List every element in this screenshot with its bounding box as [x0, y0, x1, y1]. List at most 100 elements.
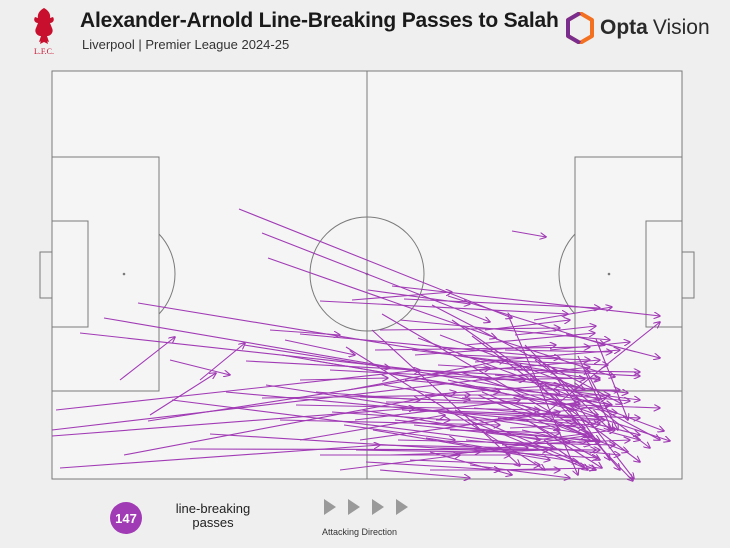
pass-arrow	[461, 398, 580, 400]
pass-arrow	[409, 459, 540, 465]
pass-arrow	[509, 424, 600, 429]
pass-arrow	[309, 359, 500, 392]
pass-arrow	[279, 419, 500, 425]
pass-arrow	[299, 378, 388, 380]
pass-arrow	[379, 469, 470, 478]
pass-arrow	[494, 374, 580, 387]
pass-arrow	[397, 439, 615, 445]
pass-arrow	[564, 419, 640, 440]
pass-arrow	[539, 394, 598, 415]
pass-arrow	[535, 430, 615, 441]
attacking-direction-label: Attacking Direction	[322, 527, 398, 537]
left-goal	[39, 251, 53, 299]
pass-arrow	[269, 329, 340, 335]
pass-arrow	[367, 289, 470, 304]
pass-arrow	[513, 370, 640, 372]
lfc-logo-text: L.F.C.	[34, 47, 54, 56]
pass-arrow	[343, 424, 455, 440]
pass-count-badge: 147	[110, 502, 142, 534]
pass-arrow	[451, 319, 560, 395]
pass-arrow	[51, 367, 590, 431]
liverbird-icon: L.F.C.	[34, 8, 54, 56]
left-penalty-arc	[158, 233, 176, 315]
pass-arrow	[284, 339, 355, 355]
pass-arrow	[543, 439, 588, 470]
pass-arrow	[565, 333, 660, 358]
pass-arrow	[295, 404, 540, 410]
pass-arrow	[469, 464, 570, 478]
pass-arrow	[169, 359, 230, 375]
opta-vision-logo: Opta Vision	[566, 12, 710, 44]
arrow-right-icon	[324, 499, 336, 515]
pass-arrow	[243, 344, 390, 368]
pass-arrow	[431, 304, 622, 404]
pass-arrow	[55, 370, 420, 411]
pass-arrow	[473, 407, 605, 420]
pass-arrow	[485, 431, 590, 440]
arrow-right-icon	[372, 499, 384, 515]
pass-arrow	[489, 405, 610, 421]
pass-arrow	[533, 307, 612, 321]
brand-name-opta: Opta	[600, 16, 648, 39]
left-penalty-spot	[122, 272, 126, 276]
pass-arrow	[403, 298, 600, 308]
page-subtitle: Liverpool | Premier League 2024-25	[82, 37, 290, 52]
pass-arrow	[484, 320, 570, 331]
pass-arrow	[261, 232, 490, 322]
pass-arrow	[261, 395, 470, 398]
pass-arrow	[199, 343, 245, 381]
pass-arrow	[171, 399, 553, 448]
pass-arrow	[559, 398, 606, 406]
pass-arrow	[489, 468, 595, 470]
pass-arrow	[521, 429, 590, 445]
pass-arrow	[372, 429, 550, 460]
pass-arrow	[331, 411, 450, 420]
pass-arrow	[355, 450, 480, 452]
pass-arrow	[544, 387, 640, 400]
right-penalty-spot	[607, 272, 611, 276]
pass-arrow	[584, 399, 660, 440]
pass-arrow	[401, 409, 575, 418]
arrow-right-icon	[348, 499, 360, 515]
pass-arrow	[495, 338, 615, 377]
pass-count-label: line-breaking passes	[175, 501, 251, 530]
pass-arrow	[447, 379, 575, 410]
pass-arrow	[524, 344, 610, 430]
pass-arrow	[437, 448, 596, 450]
pass-arrow	[424, 360, 600, 376]
pass-arrow	[497, 417, 585, 428]
pass-arrow	[315, 391, 420, 400]
brand-name-vision: Vision	[652, 16, 710, 39]
pass-arrow	[533, 424, 602, 468]
pass-arrow	[413, 424, 570, 442]
pass-arrow	[149, 373, 216, 416]
header: L.F.C. Alexander-Arnold Line-Breaking Pa…	[0, 0, 730, 66]
pass-arrow	[547, 371, 600, 380]
pass-arrow	[299, 415, 445, 441]
pass-arrow	[464, 333, 595, 346]
pass-arrow	[119, 337, 175, 381]
pass-arrow	[351, 292, 452, 301]
pass-arrow	[383, 384, 470, 400]
pass-arrow	[504, 350, 612, 352]
pass-arrow	[147, 368, 490, 422]
pass-arrow	[299, 333, 560, 358]
pass-arrow	[414, 345, 556, 356]
pass-arrow	[391, 285, 660, 316]
centre-circle	[309, 216, 425, 332]
pass-arrow	[379, 328, 560, 330]
pass-arrow	[549, 342, 630, 351]
right-goal	[681, 251, 695, 299]
pass-arrows	[51, 208, 670, 481]
pass-arrow	[595, 338, 628, 420]
pass-arrow	[319, 300, 568, 314]
pass-arrow	[339, 455, 460, 471]
pass-arrow	[557, 379, 634, 479]
attacking-direction-arrows	[324, 499, 408, 515]
pass-arrow	[514, 326, 596, 336]
pass-arrow	[51, 408, 415, 437]
arrow-right-icon	[396, 499, 408, 515]
pass-arrow	[511, 230, 546, 237]
page-title: Alexander-Arnold Line-Breaking Passes to…	[80, 9, 559, 32]
